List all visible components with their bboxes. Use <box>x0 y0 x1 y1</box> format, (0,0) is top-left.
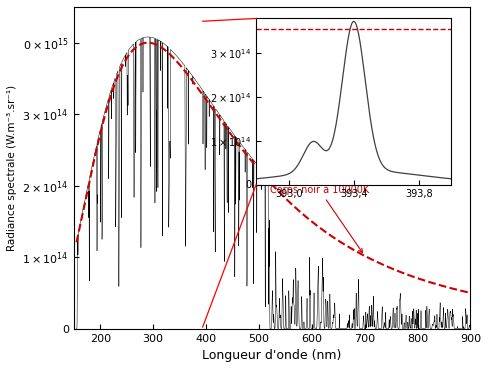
Y-axis label: Radiance spectrale (W.m⁻³.sr⁻¹): Radiance spectrale (W.m⁻³.sr⁻¹) <box>7 85 17 251</box>
X-axis label: Longueur d'onde (nm): Longueur d'onde (nm) <box>203 349 342 362</box>
Text: Corps noir à 10000K: Corps noir à 10000K <box>269 184 369 253</box>
